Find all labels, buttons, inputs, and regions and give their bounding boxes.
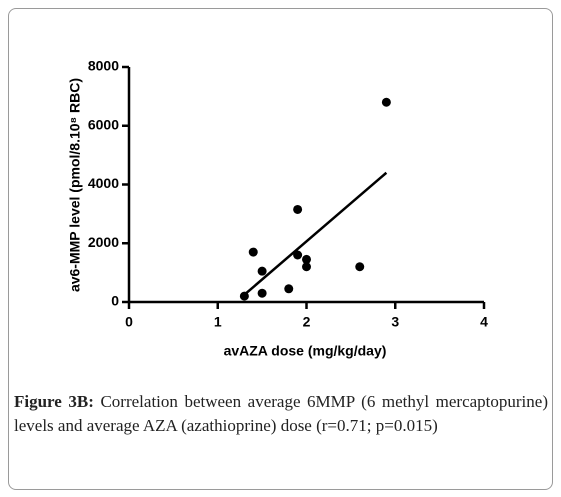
point xyxy=(302,262,311,272)
trend-line xyxy=(240,171,388,298)
x-axis-label: avAZA dose (mg/kg/day) xyxy=(224,343,387,359)
x-tick-label: 2 xyxy=(303,314,311,330)
x-tick-label: 1 xyxy=(214,314,222,330)
caption: Figure 3B: Correlation between average 6… xyxy=(14,390,548,438)
y-tick-label: 2000 xyxy=(88,234,119,250)
point xyxy=(284,284,294,294)
caption-text: Correlation between average 6MMP (6 meth… xyxy=(14,392,548,435)
y-axis-label: av6-MMP level (pmol/8.10⁸ RBC) xyxy=(67,78,83,292)
point xyxy=(257,266,267,276)
point xyxy=(248,247,258,257)
y-tick-label: 4000 xyxy=(88,175,119,191)
point xyxy=(257,288,267,298)
point xyxy=(381,97,391,107)
point xyxy=(239,291,249,301)
point xyxy=(293,204,303,214)
chart: avAZA dose (mg/kg/day) av6-MMP level (pm… xyxy=(67,58,488,359)
y-tick-label: 6000 xyxy=(88,116,119,132)
x-tick-label: 3 xyxy=(391,314,399,330)
point xyxy=(293,250,303,260)
point xyxy=(302,254,311,264)
figure-frame xyxy=(8,8,553,490)
y-tick-label: 8000 xyxy=(88,58,119,74)
y-tick-label: 0 xyxy=(111,293,119,309)
caption-label: Figure 3B: xyxy=(14,392,94,411)
x-tick-label: 4 xyxy=(480,314,488,330)
x-tick-label: 0 xyxy=(125,314,133,330)
point xyxy=(355,262,365,272)
